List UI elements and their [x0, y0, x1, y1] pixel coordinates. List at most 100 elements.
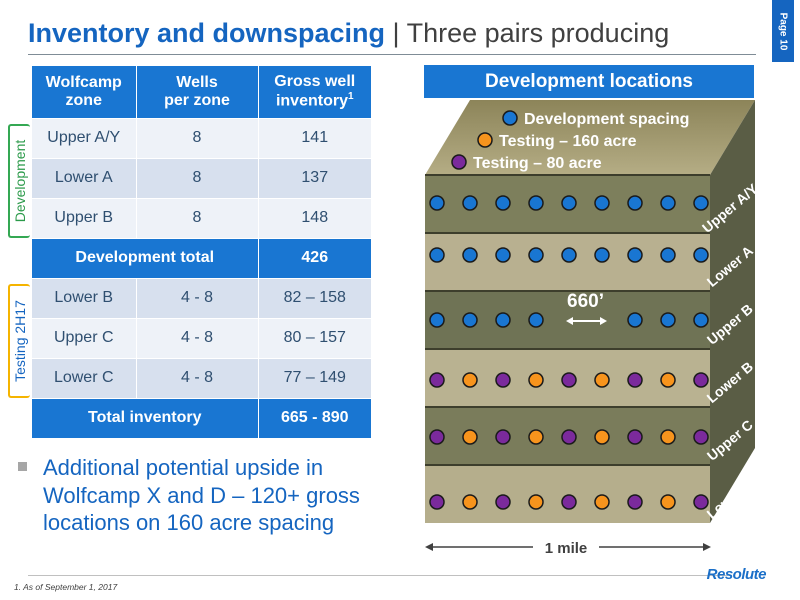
column-header-inventory: Gross well inventory1	[258, 66, 371, 118]
table-row: Upper A/Y 8 141	[32, 118, 371, 158]
total-inventory-row: Total inventory 665 - 890	[32, 398, 371, 438]
resolute-logo: Resolute	[706, 566, 767, 583]
well-dot	[462, 247, 478, 263]
legend-label: Testing – 80 acre	[473, 155, 602, 172]
table-header-row: Wolfcamp zone Wells per zone Gross well inv…	[32, 66, 371, 118]
well-dot	[462, 312, 478, 328]
spacing-arrow-left-head	[566, 317, 573, 325]
spacing-arrow-right-head	[600, 317, 607, 325]
well-dot	[561, 494, 577, 510]
dev-total-value: 426	[258, 238, 371, 278]
table-row: Upper B 8 148	[32, 198, 371, 238]
legend-marker	[502, 110, 518, 126]
well-dot	[429, 372, 445, 388]
well-dot	[594, 247, 610, 263]
well-dot	[693, 312, 709, 328]
spacing-label: 660’	[567, 291, 604, 312]
page-number: Page 10	[777, 12, 789, 50]
development-bracket-label: Development	[12, 139, 28, 223]
slide-title: Inventory and downspacing | Three pairs …	[28, 18, 669, 49]
inventory-table: Wolfcamp zone Wells per zone Gross well inv…	[32, 66, 371, 439]
footnote: 1. As of September 1, 2017	[14, 582, 118, 592]
table-row: Upper C 4 - 8 80 – 157	[32, 318, 371, 358]
page-number-tab: Page 10	[772, 0, 794, 62]
wells-cell: 4 - 8	[136, 318, 259, 358]
legend-marker	[477, 132, 493, 148]
inventory-cell: 141	[258, 118, 371, 158]
bullet-square-icon	[18, 462, 27, 471]
title-divider	[28, 54, 756, 55]
well-dot	[429, 429, 445, 445]
well-dot	[528, 429, 544, 445]
mile-arrow-left-head	[425, 543, 433, 551]
development-bracket: Development	[8, 124, 30, 238]
inventory-cell: 137	[258, 158, 371, 198]
legend-marker	[451, 154, 467, 170]
well-dot	[462, 494, 478, 510]
table-row: Lower C 4 - 8 77 – 149	[32, 358, 371, 398]
well-dot	[462, 429, 478, 445]
wells-cell: 4 - 8	[136, 278, 259, 318]
well-dot	[561, 195, 577, 211]
well-dot	[429, 247, 445, 263]
well-dot	[693, 494, 709, 510]
title-bold: Inventory and downspacing	[28, 18, 386, 48]
column-header-zone: Wolfcamp zone	[32, 66, 137, 118]
well-dot	[528, 312, 544, 328]
wells-cell: 8	[136, 198, 259, 238]
well-dot	[627, 372, 643, 388]
testing-bracket: Testing 2H17	[8, 284, 30, 398]
bullet-point: Additional potential upside in Wolfcamp …	[18, 454, 388, 537]
development-total-row: Development total 426	[32, 238, 371, 278]
mile-arrow-right-head	[703, 543, 711, 551]
well-dot	[660, 247, 676, 263]
well-dot	[528, 372, 544, 388]
well-dot	[594, 372, 610, 388]
well-dot	[627, 247, 643, 263]
well-dot	[528, 494, 544, 510]
well-dot	[660, 372, 676, 388]
well-dot	[495, 195, 511, 211]
table-row: Lower A 8 137	[32, 158, 371, 198]
inventory-cell: 148	[258, 198, 371, 238]
well-dot	[429, 494, 445, 510]
well-dot	[495, 372, 511, 388]
well-dot	[660, 195, 676, 211]
testing-bracket-label: Testing 2H17	[12, 300, 28, 382]
legend-label: Development spacing	[524, 111, 689, 128]
well-dot	[528, 247, 544, 263]
inventory-cell: 80 – 157	[258, 318, 371, 358]
well-dot	[561, 372, 577, 388]
stratum-band	[425, 465, 710, 523]
wells-cell: 8	[136, 118, 259, 158]
title-rest: Three pairs producing	[406, 18, 670, 48]
well-dot	[429, 312, 445, 328]
well-dot	[495, 494, 511, 510]
well-dot	[594, 429, 610, 445]
well-dot	[627, 312, 643, 328]
total-label: Total inventory	[32, 398, 259, 438]
bullet-text: Additional potential upside in Wolfcamp …	[43, 455, 360, 535]
zone-cell: Upper C	[32, 318, 137, 358]
well-dot	[495, 312, 511, 328]
total-value: 665 - 890	[258, 398, 371, 438]
well-dot	[495, 247, 511, 263]
footer-divider	[28, 575, 728, 576]
well-dot	[660, 312, 676, 328]
well-dot	[528, 195, 544, 211]
mile-label-bg	[533, 537, 599, 557]
well-dot	[660, 429, 676, 445]
well-dot	[693, 429, 709, 445]
well-dot	[627, 494, 643, 510]
table-row: Lower B 4 - 8 82 – 158	[32, 278, 371, 318]
well-dot	[660, 494, 676, 510]
well-dot	[462, 195, 478, 211]
well-dot	[627, 429, 643, 445]
well-dot	[561, 247, 577, 263]
well-dot	[462, 372, 478, 388]
dev-total-label: Development total	[32, 238, 259, 278]
wells-cell: 4 - 8	[136, 358, 259, 398]
block-side-face	[710, 100, 755, 523]
well-dot	[693, 372, 709, 388]
zone-cell: Upper A/Y	[32, 118, 137, 158]
